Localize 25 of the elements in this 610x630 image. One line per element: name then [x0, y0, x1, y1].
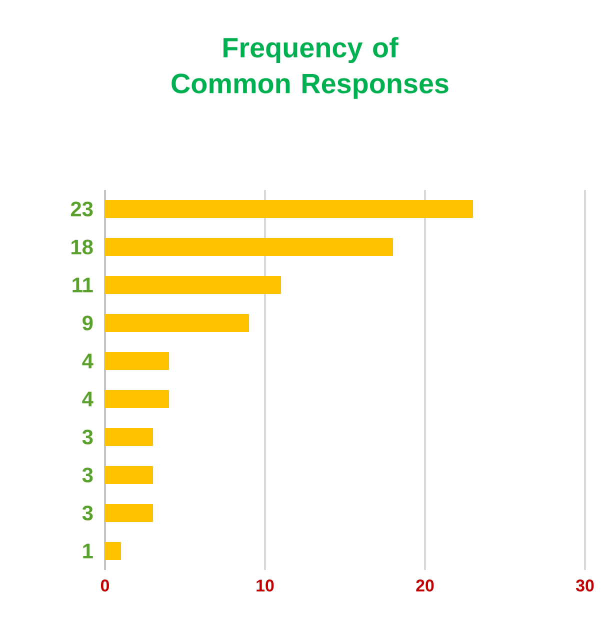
y-tick-label: 4 [82, 354, 94, 368]
bar [105, 466, 153, 484]
bar [105, 314, 249, 332]
y-tick-label: 18 [72, 240, 93, 254]
chart-title: Frequency of Common Responses [172, 37, 448, 99]
y-tick-label: 1 [83, 544, 93, 558]
y-tick-label: 4 [82, 392, 94, 406]
bar [105, 200, 473, 218]
y-tick-label: 23 [70, 202, 93, 216]
bar [105, 390, 169, 408]
y-tick-label: 3 [82, 468, 93, 482]
y-tick-label: 11 [72, 278, 93, 292]
x-tick-label: 10 [256, 580, 274, 592]
y-tick-label: 9 [82, 316, 93, 330]
y-tick-label: 3 [82, 430, 93, 444]
x-tick-label: 0 [100, 580, 110, 592]
x-tick-label: 20 [416, 580, 434, 592]
bar [105, 428, 153, 446]
y-tick-label: 3 [82, 506, 93, 520]
bar [105, 352, 169, 370]
bar [105, 276, 281, 294]
bar [105, 238, 393, 256]
bar [105, 542, 121, 560]
bar [105, 504, 153, 522]
x-tick-label: 30 [576, 580, 594, 592]
